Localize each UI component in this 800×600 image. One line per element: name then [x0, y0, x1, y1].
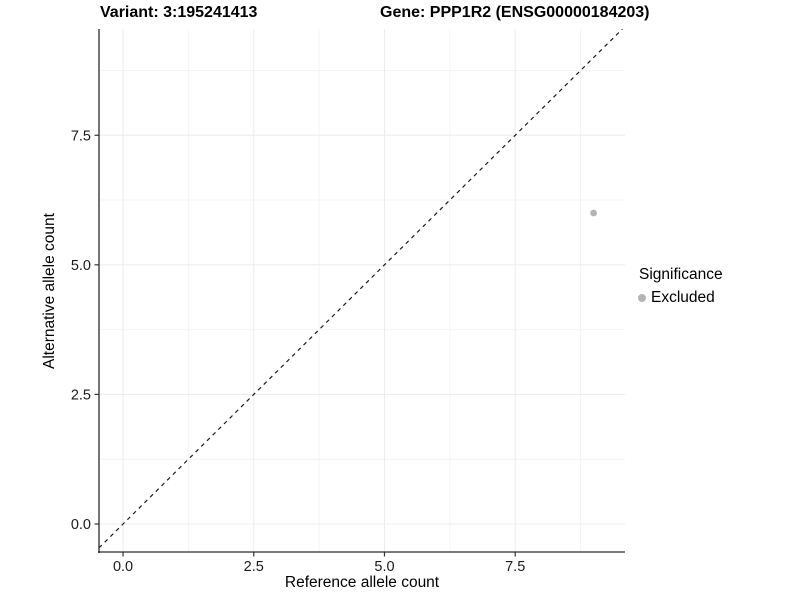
x-tick-label: 0.0 — [113, 559, 133, 575]
identity-dashed-line — [98, 28, 623, 549]
legend-title: Significance — [639, 266, 723, 283]
data-point — [590, 209, 598, 217]
y-tick-label: 0.0 — [71, 517, 91, 533]
legend-item-label: Excluded — [651, 289, 715, 306]
gene-title: Gene: PPP1R2 (ENSG00000184203) — [380, 4, 650, 21]
x-tick-label: 2.5 — [244, 559, 264, 575]
y-tick-label: 7.5 — [71, 128, 91, 144]
x-tick-label: 7.5 — [505, 559, 525, 575]
y-tick-label: 2.5 — [71, 387, 91, 403]
y-tick-label: 5.0 — [71, 258, 91, 274]
x-axis-title: Reference allele count — [284, 574, 440, 591]
legend-point-icon — [638, 294, 646, 302]
y-axis-title: Alternative allele count — [41, 213, 58, 369]
legend-item-excluded: Excluded — [638, 289, 715, 307]
variant-title: Variant: 3:195241413 — [100, 4, 258, 21]
x-tick-label: 5.0 — [374, 559, 394, 575]
